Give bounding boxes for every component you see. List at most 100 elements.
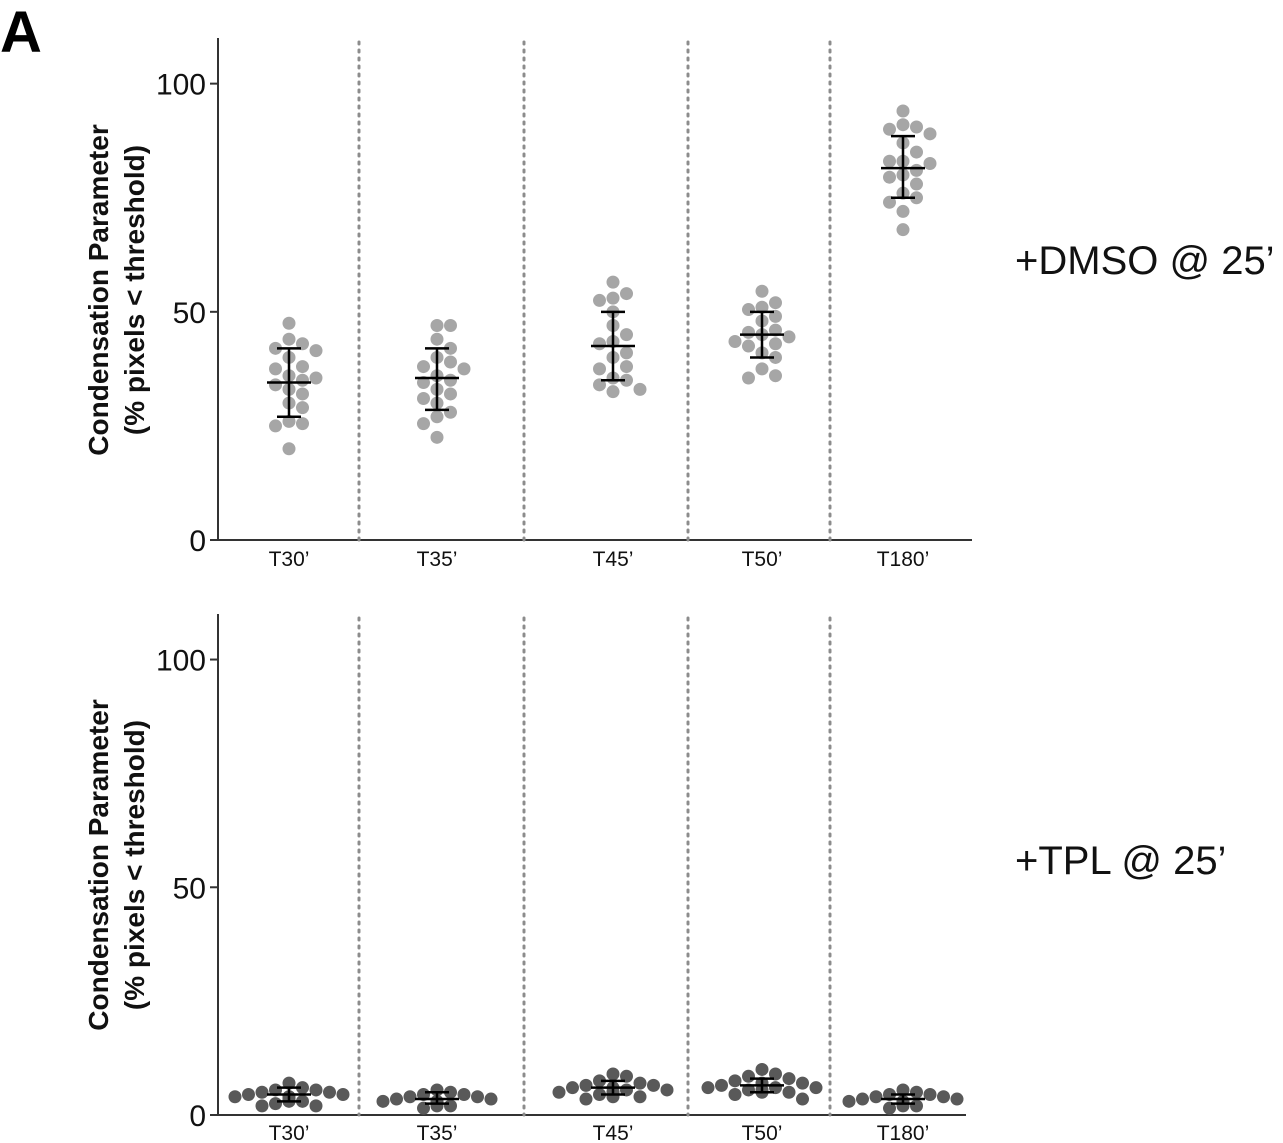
data-point <box>309 371 323 385</box>
y-axis-title-line-1: Condensation Parameter <box>83 699 114 1031</box>
data-point <box>728 334 742 348</box>
y-axis-title-line-2: (% pixels < threshold) <box>119 145 150 435</box>
data-point <box>769 296 782 310</box>
x-tick-label: T30’ <box>269 1122 310 1143</box>
data-point <box>950 1092 964 1106</box>
data-point <box>856 1092 869 1106</box>
data-point <box>606 275 620 289</box>
data-point <box>593 378 606 392</box>
data-point <box>255 1099 269 1113</box>
data-point <box>796 1092 809 1106</box>
data-point <box>457 362 471 376</box>
data-point <box>647 1078 660 1092</box>
data-point <box>910 1085 923 1099</box>
data-point <box>309 1083 323 1097</box>
y-tick-label: 50 <box>173 872 206 905</box>
data-point <box>728 1088 742 1102</box>
x-tick-label: T45’ <box>593 1122 634 1143</box>
data-point <box>937 1090 950 1104</box>
data-point <box>309 344 323 358</box>
x-tick-label: T180’ <box>877 548 930 571</box>
data-point <box>769 309 782 323</box>
data-point <box>457 1088 471 1102</box>
data-point <box>430 430 444 444</box>
data-point <box>403 1090 417 1104</box>
data-point <box>715 1078 728 1092</box>
data-point <box>660 1083 674 1097</box>
data-point <box>620 360 633 374</box>
data-point <box>282 414 296 428</box>
data-point <box>755 1062 769 1076</box>
data-point <box>701 1081 715 1095</box>
data-point <box>593 293 606 307</box>
data-point <box>755 284 769 298</box>
data-point <box>742 371 755 385</box>
data-point <box>809 1081 823 1095</box>
data-point <box>228 1090 242 1104</box>
data-point <box>782 1085 796 1099</box>
data-point <box>282 1076 296 1090</box>
x-tick-label: T180’ <box>877 1122 930 1143</box>
data-point <box>282 442 296 456</box>
data-point <box>883 1101 896 1115</box>
category-group: T30’ <box>228 1076 350 1143</box>
data-point <box>728 1074 742 1088</box>
y-tick-label: 0 <box>189 525 206 558</box>
data-point <box>296 1094 309 1108</box>
data-point <box>444 319 457 333</box>
data-point <box>910 145 923 159</box>
data-point <box>296 337 309 351</box>
data-point <box>606 291 620 305</box>
data-point <box>883 170 896 184</box>
category-group: T50’ <box>701 1062 823 1143</box>
y-tick-label: 50 <box>173 297 206 330</box>
x-tick-label: T35’ <box>417 1122 458 1143</box>
category-group: T35’ <box>415 319 471 571</box>
y-tick-label: 100 <box>156 69 206 102</box>
data-point <box>606 1067 620 1081</box>
data-point <box>444 373 457 387</box>
x-tick-label: T30’ <box>269 548 310 571</box>
y-axis-title-line-2: (% pixels < threshold) <box>119 720 150 1010</box>
data-point <box>269 419 282 433</box>
data-point <box>593 337 606 351</box>
category-group: T180’ <box>842 1083 964 1143</box>
data-point <box>896 104 910 118</box>
y-axis-title-line-1: Condensation Parameter <box>83 124 114 456</box>
data-point <box>484 1092 498 1106</box>
data-point <box>883 1088 896 1102</box>
data-point <box>896 1083 910 1097</box>
category-group: T180’ <box>877 104 937 571</box>
x-tick-label: T50’ <box>742 1122 783 1143</box>
category-group: T35’ <box>376 1083 498 1143</box>
data-point <box>883 154 896 168</box>
data-point <box>769 369 782 383</box>
data-point <box>444 387 457 401</box>
data-point <box>755 300 769 314</box>
data-point <box>269 362 282 376</box>
x-tick-label: T35’ <box>417 548 458 571</box>
data-point <box>390 1092 403 1106</box>
data-point <box>309 1099 323 1113</box>
data-point <box>282 332 296 346</box>
data-point <box>620 346 633 360</box>
data-point <box>579 1092 593 1106</box>
data-point <box>883 122 896 136</box>
chart-panel-tpl: Condensation Parameter (% pixels < thres… <box>83 614 1226 1143</box>
data-point <box>444 405 457 419</box>
data-point <box>633 1076 647 1090</box>
data-point <box>923 157 937 170</box>
data-point <box>782 330 796 344</box>
data-point <box>742 303 755 317</box>
data-point <box>769 350 782 364</box>
data-point <box>620 287 633 301</box>
data-point <box>923 127 937 141</box>
data-point <box>620 328 633 342</box>
y-tick-label: 0 <box>189 1100 206 1133</box>
data-point <box>269 378 282 392</box>
data-point <box>910 191 923 205</box>
x-tick-label: T50’ <box>742 548 783 571</box>
data-point <box>296 360 309 374</box>
condition-label-tpl: +TPL @ 25’ <box>1015 839 1226 883</box>
